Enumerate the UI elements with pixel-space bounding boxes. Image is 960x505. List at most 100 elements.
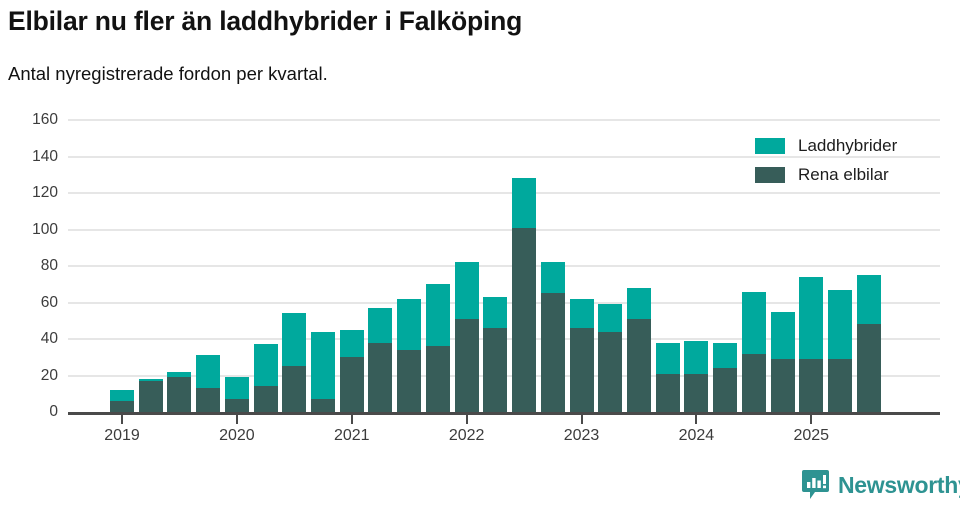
bar-2020Q1	[224, 377, 249, 412]
bar-segment-rena-elbilar	[253, 386, 278, 412]
bar-segment-laddhybrider	[311, 331, 336, 400]
y-axis-tick-label: 20	[40, 366, 58, 384]
bar-segment-laddhybrider	[684, 340, 709, 374]
bar-segment-laddhybrider	[626, 287, 651, 319]
bar-segment-laddhybrider	[799, 276, 824, 360]
newsworthy-wordmark: Newsworthy	[838, 471, 960, 498]
bar-2019Q1	[110, 390, 134, 412]
gridline	[68, 192, 940, 194]
gridline	[68, 228, 940, 231]
x-axis-tick-label: 2022	[448, 427, 485, 444]
x-axis-tick-label: 2021	[333, 427, 370, 444]
legend-item-laddhybrider[interactable]: Laddhybrider	[755, 136, 897, 156]
bar-segment-laddhybrider	[253, 344, 278, 387]
bar-segment-rena-elbilar	[138, 380, 163, 412]
bar-segment-rena-elbilar	[512, 227, 537, 412]
bar-segment-rena-elbilar	[196, 388, 221, 412]
bar-segment-rena-elbilar	[368, 342, 393, 412]
legend-label: Laddhybrider	[798, 136, 898, 155]
bar-segment-rena-elbilar	[856, 324, 881, 412]
bar-segment-laddhybrider	[339, 329, 364, 358]
bar-2025Q3	[856, 275, 881, 412]
bar-2020Q4	[311, 331, 336, 412]
bar-2019Q4	[196, 355, 221, 412]
bar-2022Q1	[454, 262, 479, 412]
bar-2021Q3	[397, 298, 422, 412]
x-axis-tick-label: 2019	[104, 427, 140, 444]
bar-segment-rena-elbilar	[828, 359, 852, 412]
gridline	[68, 119, 940, 121]
bar-segment-rena-elbilar	[713, 368, 738, 412]
bar-2022Q3	[512, 178, 537, 412]
bar-segment-laddhybrider	[741, 291, 766, 354]
bar-2021Q4	[425, 284, 450, 412]
x-axis-tick-label: 2023	[563, 427, 600, 444]
bar-segment-laddhybrider	[224, 377, 249, 400]
y-axis-tick-label: 60	[40, 293, 58, 311]
y-axis-tick-label: 160	[32, 111, 58, 128]
bar-2024Q2	[713, 342, 738, 412]
bar-segment-rena-elbilar	[311, 399, 336, 412]
bar-segment-rena-elbilar	[655, 373, 680, 412]
bar-segment-rena-elbilar	[799, 359, 824, 412]
legend-label: Rena elbilar	[798, 165, 889, 184]
bar-segment-rena-elbilar	[483, 328, 508, 412]
y-axis-tick-label: 40	[40, 330, 58, 347]
gridline	[68, 155, 940, 158]
x-axis-line	[68, 412, 940, 415]
bar-2021Q1	[339, 329, 364, 412]
x-axis-tick-label: 2024	[678, 427, 715, 444]
bar-2019Q3	[167, 371, 192, 412]
bar-segment-laddhybrider	[540, 262, 565, 294]
bar-2025Q2	[828, 289, 852, 412]
x-axis-tick-mark	[121, 415, 123, 424]
bar-segment-laddhybrider	[196, 355, 221, 389]
bar-2024Q1	[684, 340, 709, 412]
bar-segment-rena-elbilar	[569, 328, 594, 412]
bar-2024Q3	[741, 291, 766, 412]
bar-segment-laddhybrider	[282, 313, 307, 367]
bar-segment-laddhybrider	[856, 275, 881, 325]
bar-segment-rena-elbilar	[167, 377, 192, 412]
bar-2022Q2	[483, 297, 508, 412]
y-axis-tick-label: 120	[32, 184, 58, 201]
bar-segment-rena-elbilar	[397, 349, 422, 412]
bar-2021Q2	[368, 307, 393, 412]
bar-2023Q4	[655, 342, 680, 412]
bar-2025Q1	[799, 276, 824, 412]
x-axis-tick-mark	[810, 415, 813, 424]
y-axis-tick-label: 0	[49, 403, 58, 420]
bar-segment-laddhybrider	[167, 371, 192, 378]
bar-segment-laddhybrider	[425, 284, 450, 347]
bar-segment-laddhybrider	[483, 297, 508, 329]
bar-segment-rena-elbilar	[598, 331, 623, 412]
y-axis-tick-label: 140	[32, 147, 58, 165]
bar-segment-rena-elbilar	[770, 359, 795, 412]
newsworthy-bars-bubble-icon	[802, 470, 829, 499]
bar-segment-laddhybrider	[655, 342, 680, 374]
y-axis-tick-label: 100	[32, 220, 58, 238]
bar-segment-rena-elbilar	[110, 401, 134, 412]
page-title: Elbilar nu fler än laddhybrider i Falköp…	[8, 6, 523, 36]
legend-item-rena-elbilar[interactable]: Rena elbilar	[755, 165, 897, 185]
bar-2023Q2	[598, 304, 623, 412]
bar-segment-rena-elbilar	[684, 373, 709, 412]
bar-segment-rena-elbilar	[454, 318, 479, 412]
bar-2020Q3	[282, 313, 307, 412]
x-axis-tick-mark	[580, 415, 583, 424]
bar-segment-laddhybrider	[828, 289, 852, 360]
bar-2020Q2	[253, 344, 278, 412]
x-axis-tick-label: 2025	[793, 427, 830, 444]
bar-segment-laddhybrider	[110, 390, 134, 402]
newsworthy-logo: Newsworthy	[802, 470, 960, 500]
bar-segment-rena-elbilar	[224, 399, 249, 412]
bar-segment-laddhybrider	[512, 178, 537, 228]
bar-segment-rena-elbilar	[339, 357, 364, 412]
bar-2024Q4	[770, 311, 795, 412]
bar-segment-laddhybrider	[138, 379, 163, 381]
x-axis-tick-mark	[235, 415, 238, 424]
x-axis-tick-mark	[350, 415, 353, 424]
y-axis-tick-label: 80	[40, 257, 58, 274]
x-axis-tick-mark	[465, 415, 468, 424]
